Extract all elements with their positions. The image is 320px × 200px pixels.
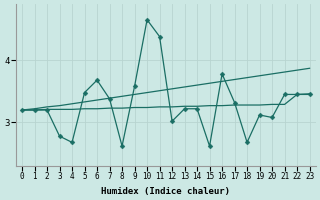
X-axis label: Humidex (Indice chaleur): Humidex (Indice chaleur) (101, 187, 230, 196)
